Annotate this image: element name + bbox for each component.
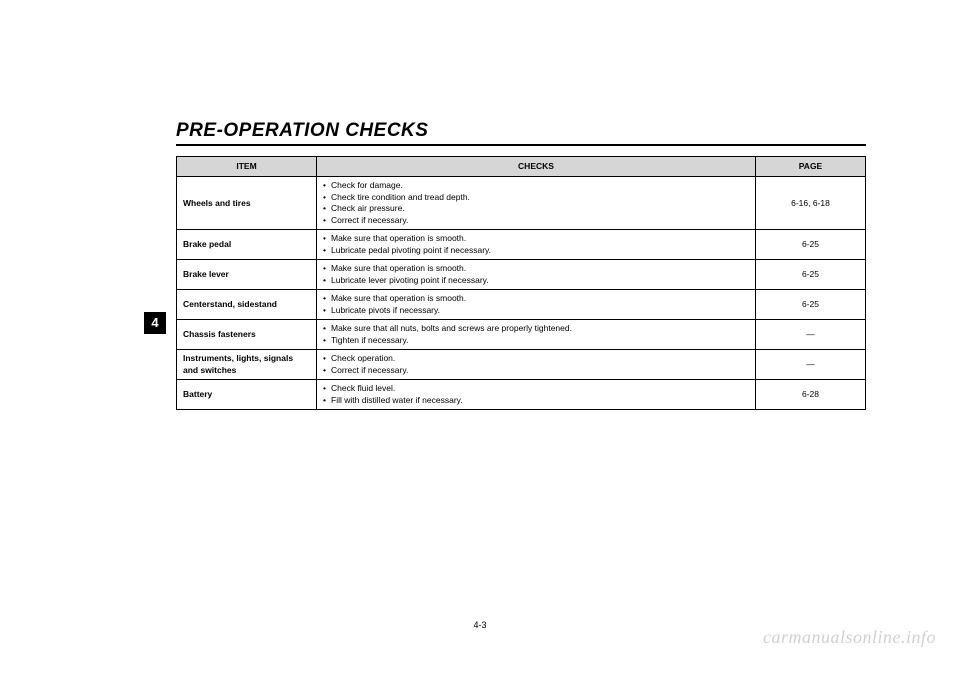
section-tab: 4 [144,312,166,334]
item-cell: Battery [177,380,317,410]
watermark: carmanualsonline.info [763,627,936,648]
col-header-checks: CHECKS [317,157,756,177]
check-item: Make sure that operation is smooth. [323,293,749,304]
checks-cell: Make sure that operation is smooth.Lubri… [317,290,756,320]
check-item: Tighten if necessary. [323,335,749,346]
check-item: Lubricate pedal pivoting point if necess… [323,245,749,256]
page-ref-cell: 6-28 [756,380,866,410]
checks-cell: Check fluid level.Fill with distilled wa… [317,380,756,410]
checks-cell: Make sure that all nuts, bolts and screw… [317,320,756,350]
content-area: PRE-OPERATION CHECKS ITEM CHECKS PAGE Wh… [176,120,866,410]
page-ref-cell: — [756,350,866,380]
check-item: Fill with distilled water if necessary. [323,395,749,406]
col-header-page: PAGE [756,157,866,177]
item-cell: Instruments, lights, signals and switche… [177,350,317,380]
table-row: Instruments, lights, signals and switche… [177,350,866,380]
check-item: Check for damage. [323,180,749,191]
page-ref-cell: 6-25 [756,290,866,320]
table-row: Brake pedalMake sure that operation is s… [177,230,866,260]
item-cell: Brake lever [177,260,317,290]
item-cell: Centerstand, sidestand [177,290,317,320]
check-item: Check fluid level. [323,383,749,394]
check-item: Make sure that operation is smooth. [323,263,749,274]
check-item: Lubricate lever pivoting point if necess… [323,275,749,286]
checks-cell: Check operation.Correct if necessary. [317,350,756,380]
check-item: Correct if necessary. [323,365,749,376]
checks-cell: Make sure that operation is smooth.Lubri… [317,260,756,290]
table-row: Chassis fasteners Make sure that all nuts… [177,320,866,350]
table-row: Brake leverMake sure that operation is s… [177,260,866,290]
item-cell: Chassis fasteners [177,320,317,350]
table-row: Wheels and tiresCheck for damage.Check t… [177,177,866,230]
check-item: Make sure that all nuts, bolts and screw… [323,323,749,334]
check-item: Check air pressure. [323,203,749,214]
page-title: PRE-OPERATION CHECKS [176,120,866,146]
page-ref-cell: 6-25 [756,230,866,260]
check-item: Correct if necessary. [323,215,749,226]
item-cell: Brake pedal [177,230,317,260]
item-cell: Wheels and tires [177,177,317,230]
check-item: Check tire condition and tread depth. [323,192,749,203]
check-item: Make sure that operation is smooth. [323,233,749,244]
page-ref-cell: 6-25 [756,260,866,290]
table-body: Wheels and tiresCheck for damage.Check t… [177,177,866,410]
checks-table: ITEM CHECKS PAGE Wheels and tiresCheck f… [176,156,866,410]
col-header-item: ITEM [177,157,317,177]
table-row: Centerstand, sidestandMake sure that ope… [177,290,866,320]
checks-cell: Check for damage.Check tire condition an… [317,177,756,230]
check-item: Check operation. [323,353,749,364]
checks-cell: Make sure that operation is smooth.Lubri… [317,230,756,260]
page-ref-cell: 6-16, 6-18 [756,177,866,230]
page-container: 4 PRE-OPERATION CHECKS ITEM CHECKS PAGE … [0,0,960,678]
check-item: Lubricate pivots if necessary. [323,305,749,316]
page-ref-cell: — [756,320,866,350]
table-header: ITEM CHECKS PAGE [177,157,866,177]
table-row: BatteryCheck fluid level.Fill with disti… [177,380,866,410]
